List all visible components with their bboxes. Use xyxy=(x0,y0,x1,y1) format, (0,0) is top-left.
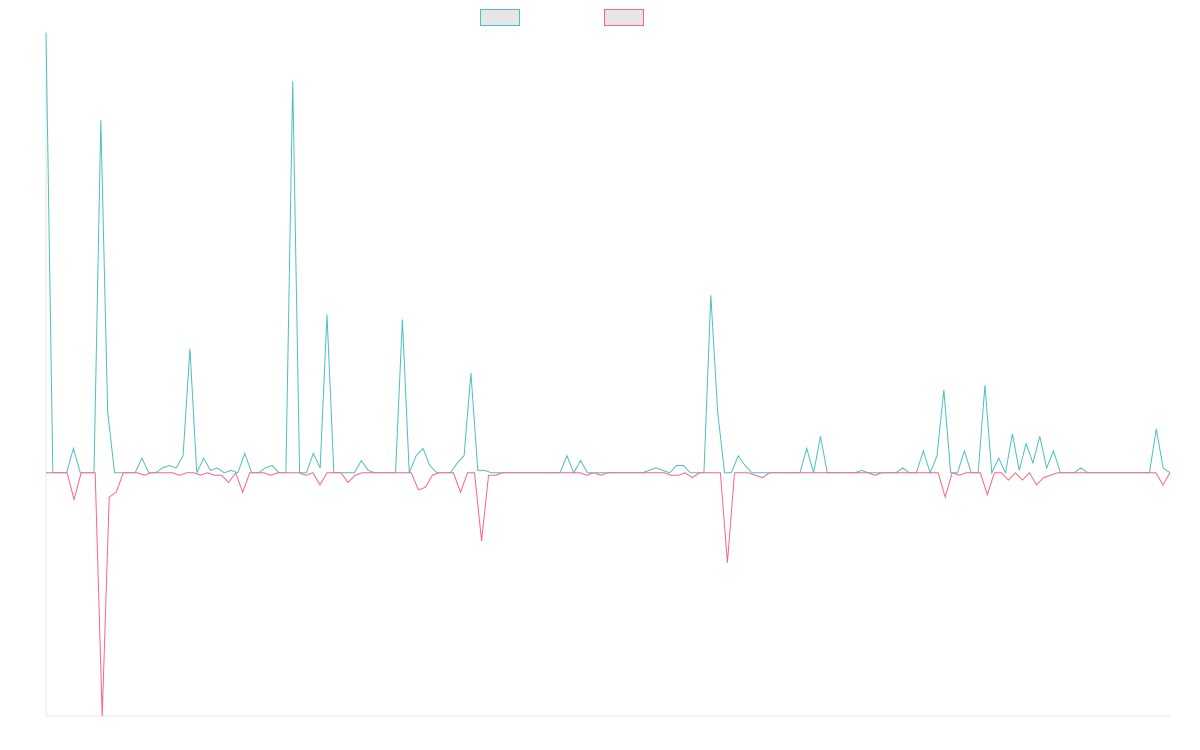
legend-swatch-series-2[interactable] xyxy=(604,9,644,26)
series-1-line xyxy=(45,32,1171,475)
series-2-line xyxy=(46,471,1171,717)
legend-swatch-series-1[interactable] xyxy=(480,9,520,26)
series-layer xyxy=(45,32,1171,717)
